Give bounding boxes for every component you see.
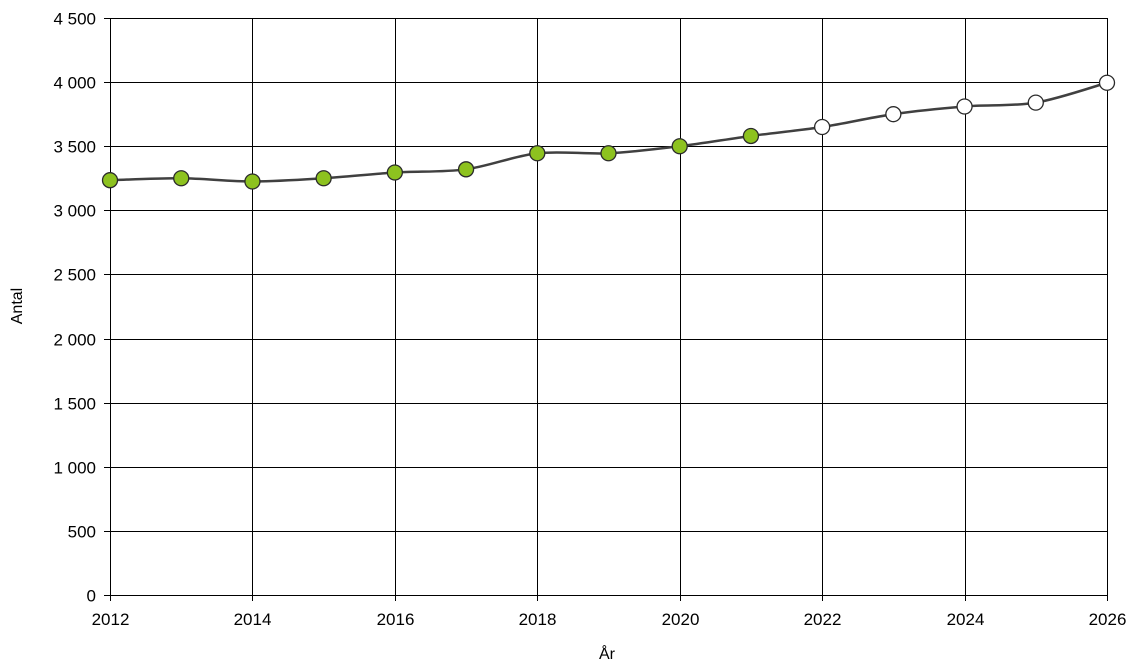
- x-tick-labels: 2012 2014 2016 2018 2020 2022 2024 2026: [92, 610, 1127, 629]
- series-line-layer: [109, 81, 1108, 183]
- x-tick-label: 2022: [804, 610, 842, 629]
- axes: [104, 18, 1108, 601]
- y-tick-label: 4 500: [53, 10, 96, 29]
- data-point-2020: [671, 138, 688, 155]
- data-point-2026: [1098, 74, 1116, 91]
- data-point-2019: [600, 145, 617, 162]
- data-point-2014: [244, 173, 261, 190]
- y-axis-title: Antal: [9, 288, 26, 324]
- x-tick-label: 2020: [662, 610, 700, 629]
- data-point-2023: [885, 106, 902, 123]
- data-point-2017: [457, 161, 475, 178]
- y-tick-label: 3 000: [53, 202, 96, 221]
- x-tick-label: 2016: [377, 610, 415, 629]
- data-points: [101, 74, 1116, 190]
- y-tick-label: 500: [68, 523, 96, 542]
- data-point-2018: [529, 145, 546, 162]
- data-point-2012: [101, 172, 119, 189]
- series-line: [109, 81, 1108, 183]
- x-axis-title: År: [599, 644, 616, 663]
- y-tick-label: 4 000: [53, 74, 96, 93]
- data-point-2022: [813, 118, 831, 136]
- y-tick-label: 0: [87, 587, 96, 606]
- y-tick-label: 1 000: [53, 459, 96, 478]
- y-tick-label: 2 000: [53, 331, 96, 350]
- x-tick-label: 2012: [92, 610, 130, 629]
- data-point-2024: [956, 98, 973, 115]
- data-point-2016: [386, 164, 404, 181]
- data-point-2021: [742, 127, 760, 145]
- data-point-2025: [1027, 94, 1044, 111]
- y-tick-label: 2 500: [53, 266, 96, 285]
- x-tick-label: 2026: [1089, 610, 1127, 629]
- x-tick-label: 2014: [234, 610, 272, 629]
- y-tick-label: 3 500: [53, 138, 96, 157]
- x-tick-label: 2018: [519, 610, 557, 629]
- x-tick-label: 2024: [947, 610, 985, 629]
- plot-area-border: [110, 18, 1108, 596]
- y-tick-labels: 0 500 1 000 1 500 2 000 2 500 3 000 3 500 4 000 4…: [53, 10, 96, 606]
- y-tick-label: 1 500: [53, 395, 96, 414]
- data-point-2015: [315, 170, 332, 187]
- data-point-2013: [173, 170, 190, 187]
